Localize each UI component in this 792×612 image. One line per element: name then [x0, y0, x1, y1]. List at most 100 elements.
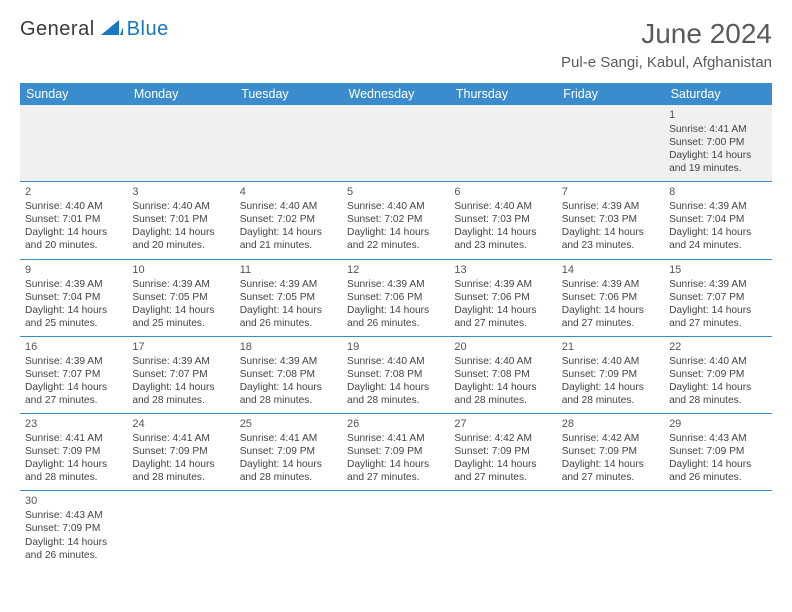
daylight-line-2: and 27 minutes. — [454, 317, 551, 330]
day-number: 27 — [454, 417, 551, 431]
day-number: 5 — [347, 185, 444, 199]
weekday-header: Wednesday — [342, 83, 449, 105]
daylight-line-1: Daylight: 14 hours — [454, 381, 551, 394]
sunrise-line: Sunrise: 4:39 AM — [240, 278, 337, 291]
sunrise-line: Sunrise: 4:39 AM — [132, 355, 229, 368]
sunset-line: Sunset: 7:09 PM — [25, 522, 122, 535]
sunset-line: Sunset: 7:09 PM — [669, 368, 766, 381]
daylight-line-1: Daylight: 14 hours — [132, 381, 229, 394]
weekday-header: Monday — [127, 83, 234, 105]
daylight-line-2: and 25 minutes. — [25, 317, 122, 330]
sunrise-line: Sunrise: 4:39 AM — [562, 200, 659, 213]
day-number: 25 — [240, 417, 337, 431]
calendar-cell: 8Sunrise: 4:39 AMSunset: 7:04 PMDaylight… — [664, 182, 771, 259]
daylight-line-2: and 28 minutes. — [347, 394, 444, 407]
daylight-line-2: and 27 minutes. — [25, 394, 122, 407]
calendar-cell: 18Sunrise: 4:39 AMSunset: 7:08 PMDayligh… — [235, 336, 342, 413]
sunset-line: Sunset: 7:04 PM — [25, 291, 122, 304]
daylight-line-1: Daylight: 14 hours — [25, 536, 122, 549]
daylight-line-2: and 28 minutes. — [132, 394, 229, 407]
daylight-line-2: and 28 minutes. — [240, 471, 337, 484]
sunrise-line: Sunrise: 4:42 AM — [562, 432, 659, 445]
calendar-cell — [342, 105, 449, 182]
sunrise-line: Sunrise: 4:43 AM — [25, 509, 122, 522]
location-text: Pul-e Sangi, Kabul, Afghanistan — [561, 54, 772, 71]
daylight-line-2: and 24 minutes. — [669, 239, 766, 252]
sunrise-line: Sunrise: 4:40 AM — [454, 355, 551, 368]
sunrise-line: Sunrise: 4:41 AM — [132, 432, 229, 445]
sunrise-line: Sunrise: 4:39 AM — [669, 278, 766, 291]
calendar-cell: 12Sunrise: 4:39 AMSunset: 7:06 PMDayligh… — [342, 259, 449, 336]
daylight-line-1: Daylight: 14 hours — [240, 381, 337, 394]
weekday-header: Friday — [557, 83, 664, 105]
daylight-line-1: Daylight: 14 hours — [25, 458, 122, 471]
day-number: 29 — [669, 417, 766, 431]
daylight-line-1: Daylight: 14 hours — [347, 226, 444, 239]
sunset-line: Sunset: 7:09 PM — [562, 445, 659, 458]
calendar-cell — [235, 105, 342, 182]
daylight-line-1: Daylight: 14 hours — [454, 226, 551, 239]
daylight-line-1: Daylight: 14 hours — [132, 226, 229, 239]
daylight-line-2: and 26 minutes. — [240, 317, 337, 330]
calendar-cell: 21Sunrise: 4:40 AMSunset: 7:09 PMDayligh… — [557, 336, 664, 413]
daylight-line-2: and 26 minutes. — [669, 471, 766, 484]
sunrise-line: Sunrise: 4:40 AM — [347, 200, 444, 213]
sunset-line: Sunset: 7:01 PM — [132, 213, 229, 226]
daylight-line-2: and 23 minutes. — [562, 239, 659, 252]
daylight-line-1: Daylight: 14 hours — [562, 458, 659, 471]
sunset-line: Sunset: 7:09 PM — [25, 445, 122, 458]
sunrise-line: Sunrise: 4:41 AM — [669, 123, 766, 136]
day-number: 18 — [240, 340, 337, 354]
daylight-line-1: Daylight: 14 hours — [240, 304, 337, 317]
daylight-line-2: and 28 minutes. — [25, 471, 122, 484]
sunset-line: Sunset: 7:00 PM — [669, 136, 766, 149]
day-number: 11 — [240, 263, 337, 277]
calendar-cell: 17Sunrise: 4:39 AMSunset: 7:07 PMDayligh… — [127, 336, 234, 413]
daylight-line-2: and 28 minutes. — [454, 394, 551, 407]
calendar-cell — [127, 491, 234, 568]
brand-part1: General — [20, 18, 95, 41]
sunset-line: Sunset: 7:08 PM — [347, 368, 444, 381]
sunrise-line: Sunrise: 4:40 AM — [454, 200, 551, 213]
day-number: 8 — [669, 185, 766, 199]
daylight-line-2: and 28 minutes. — [669, 394, 766, 407]
sunrise-line: Sunrise: 4:39 AM — [562, 278, 659, 291]
sunrise-line: Sunrise: 4:39 AM — [132, 278, 229, 291]
calendar-cell: 20Sunrise: 4:40 AMSunset: 7:08 PMDayligh… — [449, 336, 556, 413]
sunset-line: Sunset: 7:03 PM — [454, 213, 551, 226]
daylight-line-2: and 26 minutes. — [25, 549, 122, 562]
header-bar: General Blue June 2024 Pul-e Sangi, Kabu… — [20, 18, 772, 71]
day-number: 2 — [25, 185, 122, 199]
sunset-line: Sunset: 7:07 PM — [132, 368, 229, 381]
daylight-line-2: and 28 minutes. — [132, 471, 229, 484]
day-number: 16 — [25, 340, 122, 354]
calendar-cell: 16Sunrise: 4:39 AMSunset: 7:07 PMDayligh… — [20, 336, 127, 413]
sunset-line: Sunset: 7:02 PM — [347, 213, 444, 226]
sunset-line: Sunset: 7:01 PM — [25, 213, 122, 226]
daylight-line-2: and 19 minutes. — [669, 162, 766, 175]
calendar-cell — [127, 105, 234, 182]
day-number: 9 — [25, 263, 122, 277]
daylight-line-2: and 28 minutes. — [240, 394, 337, 407]
daylight-line-1: Daylight: 14 hours — [454, 458, 551, 471]
calendar-cell: 3Sunrise: 4:40 AMSunset: 7:01 PMDaylight… — [127, 182, 234, 259]
daylight-line-2: and 27 minutes. — [562, 317, 659, 330]
calendar-cell: 6Sunrise: 4:40 AMSunset: 7:03 PMDaylight… — [449, 182, 556, 259]
sunrise-line: Sunrise: 4:43 AM — [669, 432, 766, 445]
day-number: 10 — [132, 263, 229, 277]
sunset-line: Sunset: 7:09 PM — [562, 368, 659, 381]
calendar-cell: 11Sunrise: 4:39 AMSunset: 7:05 PMDayligh… — [235, 259, 342, 336]
day-number: 30 — [25, 494, 122, 508]
daylight-line-1: Daylight: 14 hours — [669, 304, 766, 317]
daylight-line-2: and 27 minutes. — [454, 471, 551, 484]
calendar-cell — [449, 105, 556, 182]
sunrise-line: Sunrise: 4:40 AM — [25, 200, 122, 213]
day-number: 22 — [669, 340, 766, 354]
daylight-line-1: Daylight: 14 hours — [562, 381, 659, 394]
calendar-cell: 25Sunrise: 4:41 AMSunset: 7:09 PMDayligh… — [235, 414, 342, 491]
daylight-line-2: and 23 minutes. — [454, 239, 551, 252]
sunset-line: Sunset: 7:06 PM — [347, 291, 444, 304]
sunrise-line: Sunrise: 4:39 AM — [25, 355, 122, 368]
calendar-cell: 23Sunrise: 4:41 AMSunset: 7:09 PMDayligh… — [20, 414, 127, 491]
weekday-header: Sunday — [20, 83, 127, 105]
